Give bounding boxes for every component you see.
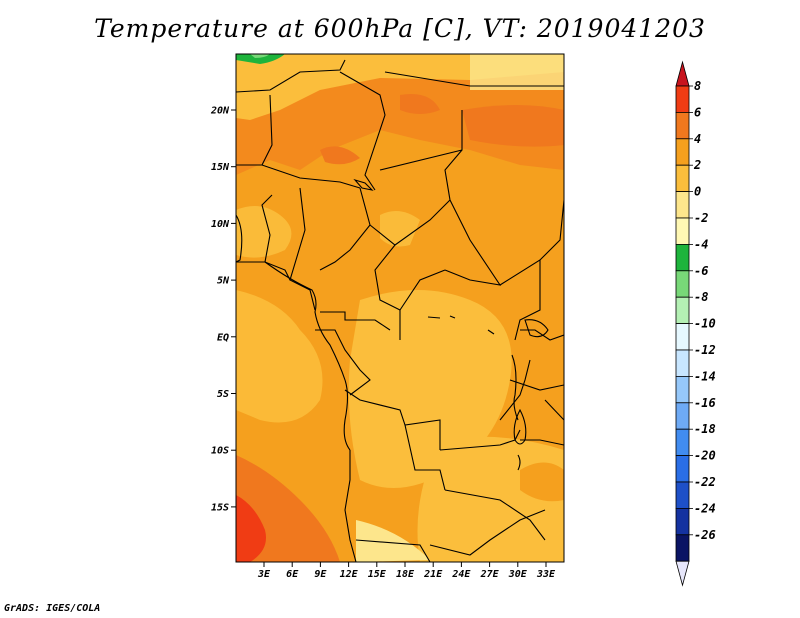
colorbar-label: 0 [694, 185, 701, 199]
temperature-field [236, 54, 564, 562]
colorbar-label: 8 [694, 79, 701, 93]
colorbar-label: -26 [694, 528, 716, 542]
colorbar-top-arrow [675, 60, 690, 87]
colorbar-swatch [675, 481, 690, 509]
colorbar-label: 2 [693, 158, 701, 172]
colorbar-swatch [675, 270, 690, 298]
colorbar-swatch [675, 402, 690, 430]
lat-tick-label: 5S [217, 389, 229, 400]
colorbar-swatch [675, 85, 690, 113]
lon-tick-label: 21E [423, 569, 443, 580]
colorbar-label: -6 [694, 264, 708, 278]
colorbar-swatch [675, 428, 690, 457]
lon-tick-label: 33E [536, 569, 556, 580]
lon-tick-label: 18E [396, 569, 415, 580]
colorbar-label: -22 [694, 475, 716, 489]
colorbar-swatch [675, 375, 690, 404]
lon-tick-label: 15E [368, 569, 387, 580]
colorbar-swatch [675, 217, 690, 245]
lat-tick-label: 15S [211, 502, 229, 513]
lon-tick-label: 9E [314, 569, 327, 580]
lat-tick-label: EQ [217, 332, 229, 343]
colorbar-swatch [675, 164, 690, 192]
colorbar-swatch [675, 349, 690, 377]
colorbar-swatch [675, 296, 690, 325]
colorbar-label: -20 [694, 449, 716, 463]
colorbar-swatch [675, 534, 690, 562]
lat-tick-label: 10S [211, 446, 229, 457]
colorbar: 8 6 4 2 0 -2 -4 -6 -8 -10 -12 -14 -16 -18 -20 -22 -24 -26 [675, 60, 716, 587]
longitude-axis: 3E 6E 9E 12E 15E 18E 21E 24E 27E 30E 33E [257, 562, 556, 580]
colorbar-label: -14 [694, 369, 716, 383]
colorbar-label: -16 [694, 396, 716, 410]
colorbar-swatch [675, 455, 690, 483]
colorbar-label: -18 [694, 422, 716, 436]
footer-credit: GrADS: IGES/COLA [4, 603, 101, 614]
colorbar-swatch [675, 507, 690, 536]
colorbar-swatch [675, 243, 690, 272]
lat-tick-label: 5N [217, 276, 230, 287]
colorbar-label: -24 [694, 501, 716, 515]
colorbar-label: -8 [694, 290, 708, 304]
lat-tick-label: 15N [211, 162, 230, 173]
map-frame [235, 53, 565, 563]
colorbar-label: 6 [694, 105, 701, 119]
colorbar-bottom-arrow [675, 560, 690, 587]
lon-tick-label: 3E [257, 569, 271, 580]
colorbar-swatch [675, 191, 690, 219]
lon-tick-label: 30E [508, 569, 528, 580]
colorbar-label: -12 [694, 343, 716, 357]
lon-tick-label: 27E [480, 569, 500, 580]
colorbar-label: 4 [694, 132, 701, 146]
latitude-axis: 20N 15N 10N 5N EQ 5S 10S 15S [210, 106, 236, 513]
colorbar-label: -4 [694, 237, 708, 251]
colorbar-label: -10 [694, 317, 716, 331]
lon-tick-label: 6E [286, 569, 299, 580]
colorbar-swatch [675, 138, 690, 166]
lat-tick-label: 10N [211, 219, 230, 230]
colorbar-swatch [675, 112, 690, 140]
map-title: Temperature at 600hPa [C], VT: 201904120… [94, 14, 706, 43]
lon-tick-label: 12E [340, 569, 359, 580]
colorbar-swatch [675, 323, 690, 351]
country-borders [236, 54, 564, 562]
lon-tick-label: 24E [451, 569, 471, 580]
colorbar-label: -2 [694, 211, 708, 225]
lat-tick-label: 20N [210, 106, 230, 117]
